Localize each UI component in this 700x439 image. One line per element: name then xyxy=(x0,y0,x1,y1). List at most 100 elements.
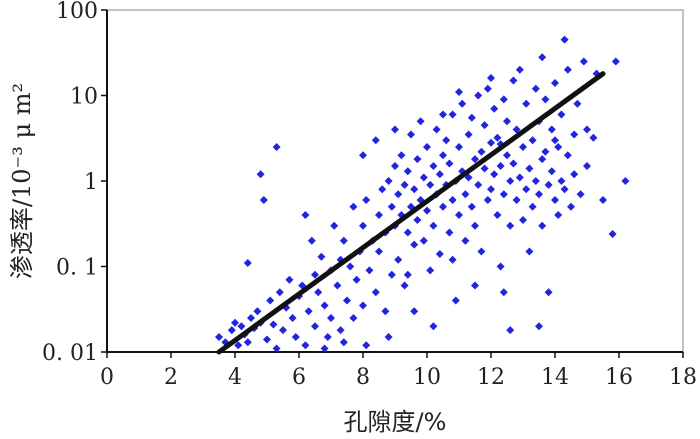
data-point xyxy=(455,87,463,96)
data-point xyxy=(272,142,281,151)
data-point xyxy=(378,185,387,194)
data-point xyxy=(442,136,451,145)
x-tick-label: 18 xyxy=(669,365,697,390)
data-point xyxy=(570,130,579,139)
data-point xyxy=(538,155,547,164)
data-point xyxy=(551,136,559,145)
data-point xyxy=(403,270,412,279)
x-tick-label: 4 xyxy=(228,365,242,390)
data-point xyxy=(535,322,543,331)
data-point xyxy=(243,258,252,267)
data-point xyxy=(384,177,393,185)
data-point xyxy=(407,130,415,139)
data-point xyxy=(503,151,511,160)
data-point xyxy=(419,236,428,245)
data-point xyxy=(541,95,550,104)
data-point xyxy=(266,296,275,305)
data-point xyxy=(589,133,598,142)
data-point xyxy=(480,164,489,173)
data-point xyxy=(263,335,271,344)
data-point xyxy=(477,247,486,256)
data-point xyxy=(487,138,495,147)
data-point xyxy=(317,252,326,261)
data-point xyxy=(215,332,223,341)
y-axis-title: 渗透率/10⁻³ μ m² xyxy=(8,83,36,279)
data-point xyxy=(397,151,406,160)
data-point xyxy=(560,185,569,194)
data-point xyxy=(509,76,518,85)
data-point xyxy=(509,159,518,168)
data-point xyxy=(339,338,348,347)
data-point xyxy=(512,195,521,204)
data-point xyxy=(496,161,505,170)
x-tick-label: 0 xyxy=(100,365,114,390)
data-point xyxy=(237,322,246,331)
data-point xyxy=(583,125,591,134)
data-point xyxy=(314,288,323,297)
data-point xyxy=(304,307,313,316)
data-point xyxy=(371,288,380,297)
data-point xyxy=(343,296,351,305)
data-point xyxy=(365,266,374,275)
data-point xyxy=(288,313,297,322)
data-point xyxy=(410,240,419,249)
data-point xyxy=(474,180,483,189)
data-point xyxy=(490,104,499,113)
data-point xyxy=(269,320,278,329)
data-point xyxy=(359,221,367,230)
data-point xyxy=(522,185,531,194)
data-point xyxy=(477,147,486,156)
data-point xyxy=(346,262,355,271)
data-point xyxy=(371,136,380,145)
data-point xyxy=(583,161,591,170)
data-point xyxy=(410,185,419,194)
data-point xyxy=(483,195,492,204)
data-point xyxy=(429,322,438,331)
x-tick-label: 16 xyxy=(605,365,633,390)
data-point xyxy=(307,236,316,245)
data-point xyxy=(471,281,479,290)
data-point xyxy=(608,229,617,238)
data-point xyxy=(423,206,431,215)
data-point xyxy=(362,195,371,204)
data-point xyxy=(311,322,319,331)
data-point xyxy=(467,113,476,122)
data-point xyxy=(519,142,527,151)
data-point xyxy=(560,35,569,44)
data-point xyxy=(547,167,556,176)
data-point xyxy=(471,155,479,164)
data-point xyxy=(359,301,367,310)
data-point xyxy=(423,142,431,151)
data-point xyxy=(554,142,563,151)
trendline xyxy=(216,71,606,355)
data-point xyxy=(381,307,390,316)
data-point xyxy=(531,177,540,185)
data-point xyxy=(493,133,502,142)
x-tick-label: 8 xyxy=(356,365,370,390)
data-points xyxy=(215,35,630,353)
data-point xyxy=(435,170,444,179)
svg-text:渗透率/10⁻³ μ m²: 渗透率/10⁻³ μ m² xyxy=(8,83,36,279)
y-axis-title-unit: 10⁻³ μ m² xyxy=(8,83,36,199)
data-point xyxy=(576,190,585,199)
data-point xyxy=(448,255,457,264)
y-tick-label: 1 xyxy=(84,170,98,195)
data-point xyxy=(403,228,412,237)
data-point xyxy=(400,281,409,290)
data-point xyxy=(573,99,582,108)
data-point xyxy=(349,313,358,322)
data-point xyxy=(301,211,310,220)
data-point xyxy=(435,250,444,259)
data-point xyxy=(563,151,572,160)
x-tick-label: 12 xyxy=(477,365,505,390)
data-point xyxy=(375,247,383,256)
data-point xyxy=(471,221,479,230)
data-point xyxy=(256,170,265,179)
data-point xyxy=(461,190,470,199)
data-point xyxy=(499,190,508,199)
data-point xyxy=(579,57,588,66)
data-point xyxy=(515,173,524,182)
x-axis-title: 孔隙度/% xyxy=(344,408,447,436)
data-point xyxy=(538,221,547,230)
data-point xyxy=(279,326,287,335)
